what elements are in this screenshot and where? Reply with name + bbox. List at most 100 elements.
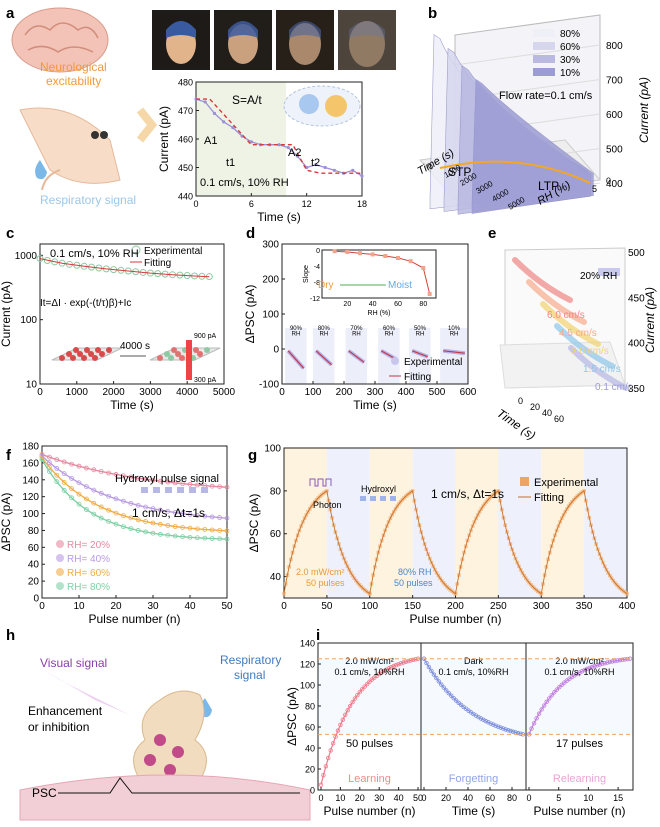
series-point	[165, 532, 171, 538]
series-point	[340, 717, 346, 722]
series-point	[128, 500, 134, 506]
inset-x-tick: 80	[419, 301, 427, 308]
panel-label-b: b	[428, 5, 437, 22]
series-point	[143, 529, 149, 535]
series-point	[398, 661, 404, 666]
series-point	[187, 512, 193, 517]
panel-f: f 0 10 20 30 40 50 0 20 40 60 80 100 120 140 160 180 Pul…	[0, 442, 233, 627]
stage-pulses: 50 pulses	[346, 738, 394, 750]
series-point	[69, 461, 74, 467]
panel-label-f: f	[6, 447, 12, 464]
series-point	[594, 663, 600, 668]
series-point	[209, 536, 215, 541]
c-colorbar-max: 900 pA	[194, 333, 217, 340]
series-point	[106, 493, 111, 499]
marker-a1: A1	[204, 135, 217, 147]
inset-condition: 0.1 cm/s, 10% RH	[200, 177, 289, 189]
series-point	[582, 667, 587, 673]
note-right: 50 pulses	[394, 578, 433, 588]
y-tick-label: 460	[178, 135, 193, 145]
z-axis-label: Current (pA)	[643, 287, 657, 353]
series-point	[429, 668, 434, 674]
x-tick-label: 60	[554, 414, 564, 424]
x-tick-label: 80	[507, 793, 517, 803]
panel-label-g: g	[248, 447, 257, 464]
pulse-block	[165, 487, 172, 493]
inset-point	[383, 254, 388, 258]
series-point	[552, 690, 557, 695]
inset-y-label: Slope	[303, 265, 310, 283]
h-resp-2: signal	[234, 668, 265, 682]
series-point	[157, 521, 163, 527]
series-point	[531, 721, 537, 726]
y-tick-label: 100	[262, 310, 279, 321]
trend-arrow	[439, 160, 591, 184]
series-point	[579, 669, 585, 674]
series-point	[76, 463, 82, 469]
photon-phase-shade	[541, 448, 585, 598]
panel-h: h Visual signal Respiratory signal Enhan…	[6, 627, 311, 821]
x-tick-label: 3000	[139, 387, 162, 398]
inset-x-tick: 60	[394, 301, 402, 308]
y-tick-label: 160	[22, 458, 39, 469]
measured-point	[240, 134, 244, 138]
experimental-point	[625, 591, 629, 596]
series-point	[217, 536, 223, 542]
series-point	[498, 725, 503, 730]
resp-label: Respiratory signal	[40, 193, 136, 207]
measured-point	[351, 168, 355, 172]
fit-line	[196, 98, 362, 174]
series-point	[318, 782, 324, 787]
fitting-segment	[411, 350, 428, 358]
y-tick-label: 300	[262, 240, 279, 251]
series-point	[54, 479, 60, 485]
measured-point	[277, 143, 281, 147]
lattice-atom	[92, 355, 98, 361]
series-point	[439, 682, 444, 687]
series-point	[98, 504, 104, 510]
series-point	[441, 685, 446, 690]
y-tick-label: 40	[28, 560, 40, 571]
series-point	[224, 528, 230, 534]
inset-x-tick: 20	[343, 301, 351, 308]
series-point	[587, 665, 592, 671]
fitting-segment	[315, 350, 333, 366]
panel-label-d: d	[246, 225, 255, 242]
x-tick-label: 200	[336, 387, 353, 398]
series-point	[406, 658, 411, 664]
series-point	[557, 684, 562, 690]
series-point	[323, 764, 329, 769]
y-axis-label: Current (pA)	[0, 281, 13, 347]
series-point	[224, 536, 230, 542]
measured-point	[231, 126, 235, 130]
series-point	[165, 508, 171, 514]
y-tick-label: 100	[300, 681, 315, 691]
series-point	[355, 692, 360, 698]
series-point	[194, 513, 200, 518]
series-point	[534, 716, 539, 721]
fitting-segment	[348, 350, 365, 363]
lattice-atom	[204, 347, 210, 353]
y-tick-label: 440	[178, 192, 193, 202]
neuro-label-1: Neurological	[40, 60, 107, 74]
series-point	[157, 531, 163, 537]
inset-y-tick: -4	[314, 264, 320, 271]
measured-point	[323, 165, 327, 170]
rh-label: 10%	[448, 326, 461, 332]
x-axis-label: Time (s)	[353, 398, 397, 412]
lattice-atom	[84, 347, 90, 353]
droplet-icon	[35, 160, 47, 180]
y-tick-label: 60	[270, 529, 282, 540]
x-tick-label: 0	[279, 387, 285, 398]
h-visual: Visual signal	[40, 656, 107, 670]
lattice-atom	[164, 351, 170, 357]
marker-t1: t1	[226, 157, 235, 169]
x-tick-label: 40	[542, 408, 552, 418]
series-point	[91, 511, 97, 517]
legend-marker-exp	[391, 357, 399, 365]
series-point	[426, 664, 432, 670]
x-tick-label: 40	[184, 601, 196, 612]
postsynaptic	[19, 774, 311, 821]
y-tick-label: 140	[300, 639, 315, 649]
